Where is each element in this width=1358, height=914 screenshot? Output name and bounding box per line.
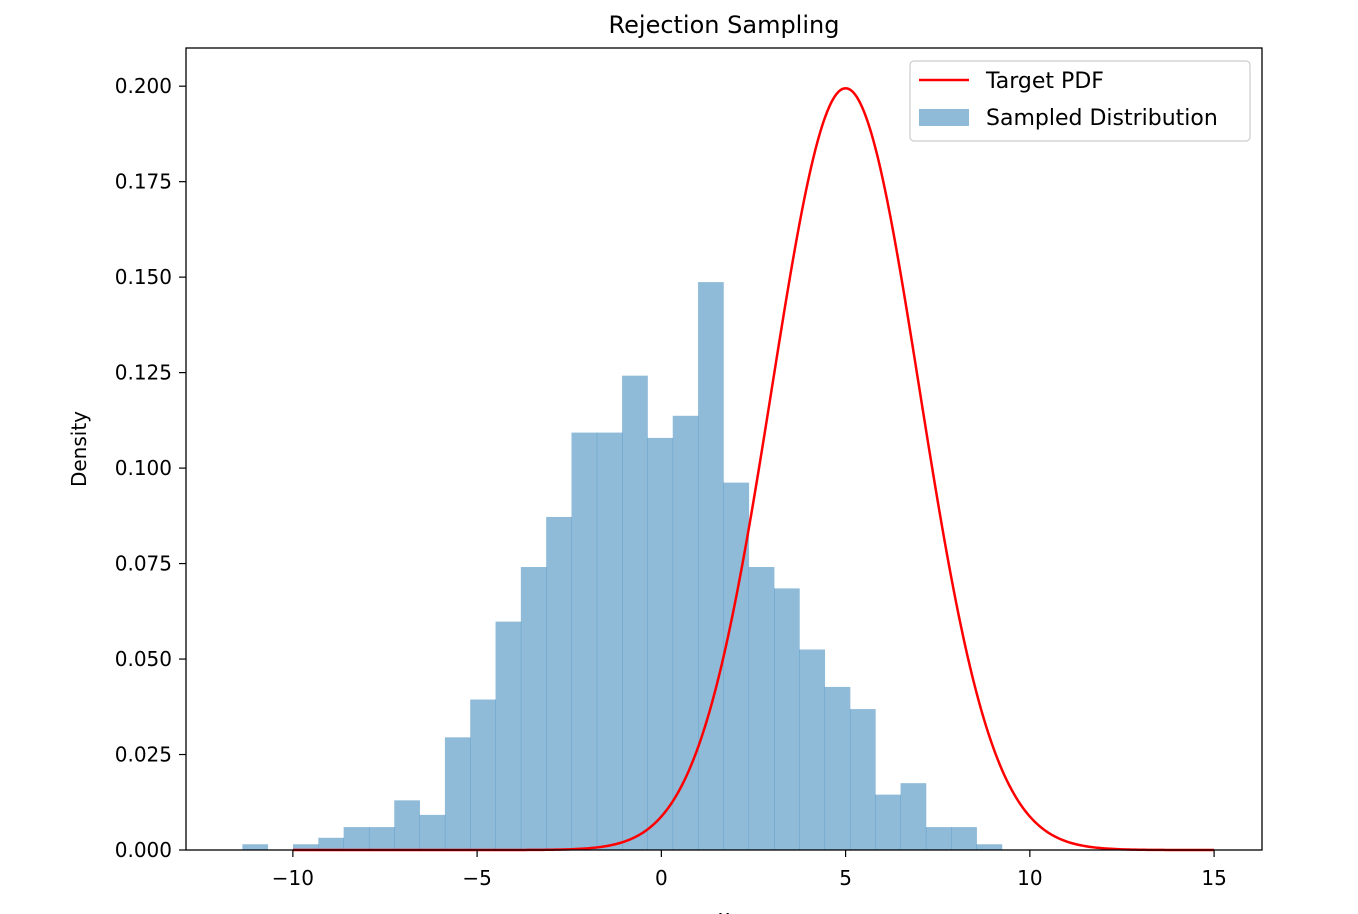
histogram-bar <box>293 844 319 850</box>
histogram-bar <box>951 827 977 850</box>
histogram-bar <box>343 827 370 850</box>
histogram-bar <box>520 567 547 850</box>
histogram-bar <box>824 686 851 850</box>
histogram-bar <box>647 437 674 850</box>
legend-swatch-sampled-distribution <box>919 109 969 126</box>
legend-box <box>909 60 1251 142</box>
x-tick-label: 5 <box>839 866 852 890</box>
histogram-bar <box>976 844 1003 850</box>
histogram-bar <box>394 800 420 850</box>
histogram-bar <box>444 737 471 850</box>
y-tick-label: 0.175 <box>115 170 172 194</box>
histogram-bar <box>368 827 395 850</box>
x-tick-label: 10 <box>1017 866 1042 890</box>
y-tick-label: 0.125 <box>115 361 172 385</box>
x-tick-label: 0 <box>655 866 668 890</box>
y-axis-label: Density <box>67 411 91 487</box>
histogram-bar <box>495 621 522 850</box>
legend: Target PDF Sampled Distribution <box>909 60 1251 142</box>
histogram-bar <box>875 794 901 850</box>
y-tick-label: 0.075 <box>115 552 172 576</box>
y-tick-label: 0.200 <box>115 74 172 98</box>
legend-label-target-pdf: Target PDF <box>985 69 1104 94</box>
histogram-bar <box>748 567 775 850</box>
histogram-bar <box>723 482 750 850</box>
x-tick-label: −10 <box>272 866 314 890</box>
y-tick-label: 0.000 <box>115 838 172 862</box>
y-axis-ticks: 0.000 0.025 0.050 0.075 0.100 0.125 0.150 0.175… <box>115 74 186 862</box>
y-tick-label: 0.150 <box>115 265 172 289</box>
histogram-bar <box>698 282 724 850</box>
histogram-bar <box>672 415 699 850</box>
plot-frame <box>185 47 1263 851</box>
y-tick-label: 0.025 <box>115 743 172 767</box>
histogram-bar <box>622 375 648 850</box>
x-axis-ticks: −10 −5 0 5 10 15 <box>272 850 1227 890</box>
histogram-bar <box>242 844 269 850</box>
chart-title: Rejection Sampling <box>609 11 840 39</box>
histogram-bar <box>546 516 572 850</box>
histogram-bar <box>419 814 446 850</box>
histogram-bar <box>774 588 800 850</box>
y-tick-label: 0.100 <box>115 456 172 480</box>
histogram-bar <box>849 709 876 850</box>
y-tick-label: 0.050 <box>115 647 172 671</box>
legend-label-sampled-distribution: Sampled Distribution <box>986 106 1218 131</box>
histogram-bar <box>318 837 345 850</box>
x-axis-label: x <box>718 905 730 914</box>
histogram-bar <box>470 699 496 850</box>
x-tick-label: −5 <box>462 866 491 890</box>
histogram-bar <box>925 827 952 850</box>
histogram-bar <box>596 432 623 850</box>
histogram-bars <box>242 282 1003 850</box>
histogram-bar <box>900 783 927 850</box>
x-tick-label: 15 <box>1201 866 1226 890</box>
histogram-bar <box>799 649 826 850</box>
histogram-bar <box>571 432 598 850</box>
